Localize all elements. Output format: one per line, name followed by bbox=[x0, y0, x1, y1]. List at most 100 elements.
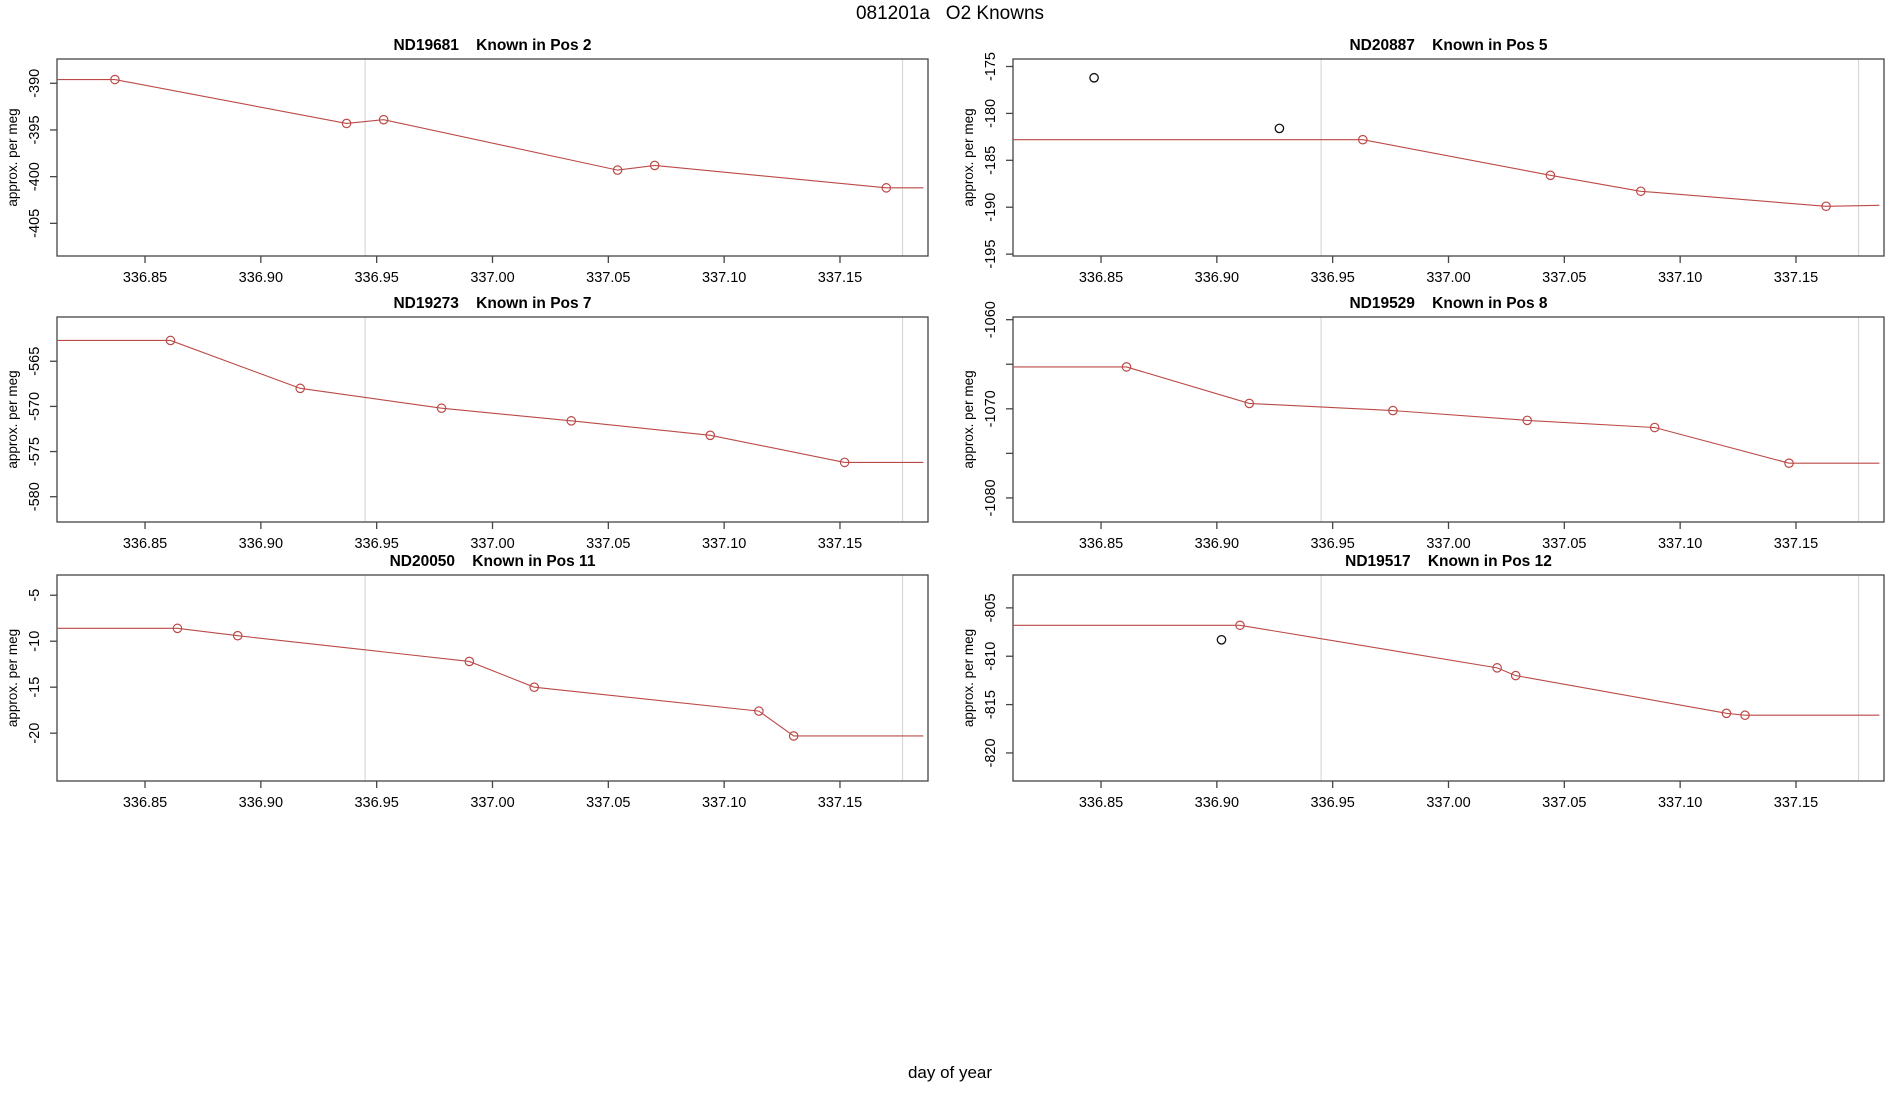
figure-title: 081201a O2 Knowns bbox=[855, 3, 1045, 24]
y-tick-label: -400 bbox=[27, 162, 43, 191]
series-line bbox=[1013, 139, 1880, 207]
data-point bbox=[1635, 186, 1646, 197]
subplot-known-pos-5: 336.85 336.90 336.95 337.00 337.05 337.10 337.… bbox=[956, 30, 1900, 295]
y-tick-label: -190 bbox=[983, 193, 999, 222]
y-tick-label: -195 bbox=[983, 240, 999, 269]
x-tick-label: 336.85 bbox=[123, 536, 167, 550]
y-tick-label: -10 bbox=[27, 631, 43, 652]
x-tick-label: 337.15 bbox=[1774, 536, 1818, 550]
data-point bbox=[1522, 415, 1533, 426]
reference-lines bbox=[1320, 317, 1860, 522]
x-tick-label: 337.00 bbox=[470, 270, 514, 286]
y-tick-label: -175 bbox=[983, 52, 999, 81]
x-tick-label: 337.10 bbox=[1658, 795, 1702, 811]
series-line bbox=[57, 78, 924, 189]
data-point bbox=[1821, 201, 1831, 212]
x-axis: 336.85 336.90 336.95 337.00 337.05 337.10 337.… bbox=[123, 522, 862, 552]
series-line bbox=[57, 339, 924, 463]
chart-svg: 336.85 336.90 336.95 337.00 337.05 337.10 337.… bbox=[961, 37, 1885, 286]
y-tick-label: -815 bbox=[983, 690, 999, 719]
series-line bbox=[1013, 624, 1880, 716]
data-point bbox=[464, 656, 475, 667]
x-tick-label: 336.90 bbox=[239, 795, 283, 811]
x-tick-label: 337.00 bbox=[1426, 795, 1470, 811]
y-tick-label: -1070 bbox=[983, 390, 999, 427]
data-point bbox=[839, 457, 850, 468]
data-point bbox=[232, 630, 243, 641]
x-tick-label: 337.10 bbox=[1658, 536, 1702, 550]
y-tick-label: -1060 bbox=[983, 301, 999, 338]
data-point bbox=[529, 682, 539, 692]
data-point bbox=[1388, 405, 1398, 416]
plot-box bbox=[56, 58, 929, 257]
y-axis: -5 -10 -15 -20 bbox=[27, 589, 57, 744]
subplot-title: ND19273 Known in Pos 7 bbox=[393, 295, 591, 312]
subplot-known-pos-7: 336.85 336.90 336.95 337.00 337.05 337.10 337.… bbox=[0, 288, 950, 552]
data-point bbox=[705, 430, 716, 441]
x-tick-label: 337.05 bbox=[586, 795, 630, 811]
data-point bbox=[1492, 663, 1502, 673]
series-points bbox=[1121, 362, 1794, 468]
series-points bbox=[165, 335, 850, 468]
x-tick-label: 337.10 bbox=[702, 795, 746, 811]
plot-box bbox=[1012, 316, 1885, 523]
chart-svg: 336.85 336.90 336.95 337.00 337.05 337.10 337.… bbox=[961, 553, 1885, 811]
y-axis-title: approx. per meg bbox=[5, 108, 20, 206]
data-point bbox=[1721, 708, 1732, 719]
y-tick-label: -575 bbox=[27, 437, 43, 466]
y-axis: -390 -395 -400 -405 bbox=[27, 69, 57, 238]
reference-lines bbox=[364, 575, 904, 781]
x-tick-label: 336.95 bbox=[1310, 270, 1354, 286]
series-points bbox=[1357, 134, 1831, 212]
subplot-known-pos-2: 336.85 336.90 336.95 337.00 337.05 337.10 337.… bbox=[0, 30, 950, 295]
x-tick-label: 336.85 bbox=[123, 795, 167, 811]
chart-svg: 336.85 336.90 336.95 337.00 337.05 337.10 337.… bbox=[961, 295, 1885, 552]
y-tick-label: -565 bbox=[27, 347, 43, 376]
x-tick-label: 337.05 bbox=[1542, 795, 1586, 811]
reference-lines bbox=[364, 317, 904, 522]
data-point bbox=[1649, 422, 1660, 433]
subplot-title: ND20050 Known in Pos 11 bbox=[390, 553, 596, 570]
data-point bbox=[1357, 134, 1368, 145]
data-point bbox=[165, 335, 176, 346]
subplot-title: ND19681 Known in Pos 2 bbox=[393, 37, 591, 54]
series-line bbox=[57, 627, 924, 737]
outlier-point bbox=[1274, 123, 1285, 134]
y-tick-label: -5 bbox=[27, 589, 43, 602]
x-tick-label: 337.10 bbox=[702, 270, 746, 286]
x-tick-label: 337.05 bbox=[1542, 536, 1586, 550]
outlier-points bbox=[1216, 634, 1227, 645]
y-tick-label: -580 bbox=[27, 482, 43, 511]
y-tick-label: -20 bbox=[27, 723, 43, 744]
subplot-title: ND19517 Known in Pos 12 bbox=[1345, 553, 1552, 570]
x-axis: 336.85 336.90 336.95 337.00 337.05 337.10 337.… bbox=[1079, 522, 1818, 552]
x-tick-label: 336.85 bbox=[1079, 536, 1123, 550]
data-point bbox=[341, 118, 352, 129]
reference-lines bbox=[1320, 575, 1860, 781]
series-line bbox=[1013, 366, 1880, 464]
data-point bbox=[649, 160, 660, 171]
data-point bbox=[612, 165, 623, 175]
x-tick-label: 337.15 bbox=[818, 536, 862, 550]
y-tick-label: -390 bbox=[27, 69, 43, 98]
x-tick-label: 337.00 bbox=[470, 536, 514, 550]
y-axis-title: approx. per meg bbox=[961, 108, 976, 206]
x-tick-label: 336.90 bbox=[1195, 795, 1239, 811]
y-axis-title: approx. per meg bbox=[5, 629, 20, 727]
data-point bbox=[110, 74, 120, 85]
subplot-known-pos-12: 336.85 336.90 336.95 337.00 337.05 337.10 337.… bbox=[956, 546, 1900, 814]
data-point bbox=[295, 383, 306, 394]
series-points bbox=[1235, 620, 1750, 721]
plot-box bbox=[1012, 574, 1885, 782]
data-point bbox=[1235, 620, 1245, 631]
x-tick-label: 336.90 bbox=[239, 270, 283, 286]
subplot-title: ND20887 Known in Pos 5 bbox=[1349, 37, 1547, 54]
x-tick-label: 337.15 bbox=[1774, 795, 1818, 811]
plot-box bbox=[56, 316, 929, 523]
x-tick-label: 336.95 bbox=[354, 795, 398, 811]
y-axis-title: approx. per meg bbox=[961, 370, 976, 468]
y-tick-label: -180 bbox=[983, 99, 999, 128]
y-axis: -565 -570 -575 -580 bbox=[27, 347, 57, 511]
y-tick-label: -810 bbox=[983, 642, 999, 671]
